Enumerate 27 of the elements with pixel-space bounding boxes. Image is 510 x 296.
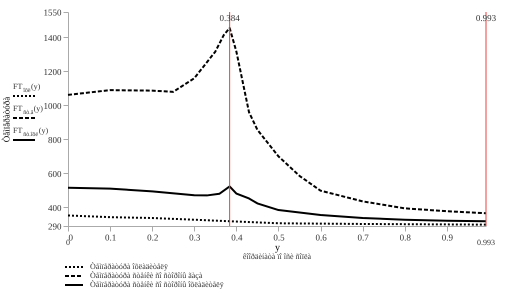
x-tick-label: 0	[68, 232, 74, 242]
legend-label: Òåìïåðàòóðà ñòåíêè ñî ñòîðîíû ãàçà	[90, 271, 203, 280]
y-tick-label: 290	[48, 222, 62, 232]
y-tick-label: 1200	[44, 66, 62, 77]
x-tick-label: 0.3	[189, 232, 201, 242]
y-tick-label: 1400	[44, 32, 62, 43]
x-tick-label: 0.8	[400, 232, 412, 242]
text: 0.993	[477, 238, 495, 247]
line-series	[67, 26, 487, 214]
x-tick-label: 0.4	[231, 232, 244, 242]
text: êîîðäèíàòà ïî îñè ñîïëà	[242, 252, 312, 261]
legend-label: Òåìïåðàòóðà îõëàäèòåëÿ	[90, 262, 168, 271]
y-tick-label: 400	[48, 202, 62, 213]
y-tick-label: 800	[48, 134, 62, 145]
y-tick-label: 600	[48, 168, 62, 179]
legend-label: Òåìïåðàòóðà ñòåíêè ñî ñòîðîíû îõëàäèòåëÿ	[90, 280, 224, 289]
line-series	[67, 185, 487, 222]
x-tick-label: 0.9	[442, 232, 454, 242]
y-axis-title: Òåìïåðàòóðà	[2, 96, 12, 142]
x-axis-title: y	[275, 242, 280, 254]
x-tick-label: 0.7	[358, 232, 370, 242]
x-tick-label: 0.6	[315, 232, 328, 242]
x-tick-label: 0.2	[147, 232, 158, 242]
x-tick-label: 0.1	[104, 232, 116, 242]
y-tick-label: 1000	[44, 100, 62, 111]
x-tick-label: 0.5	[273, 232, 286, 242]
y-tick-label: 1550	[44, 8, 62, 18]
